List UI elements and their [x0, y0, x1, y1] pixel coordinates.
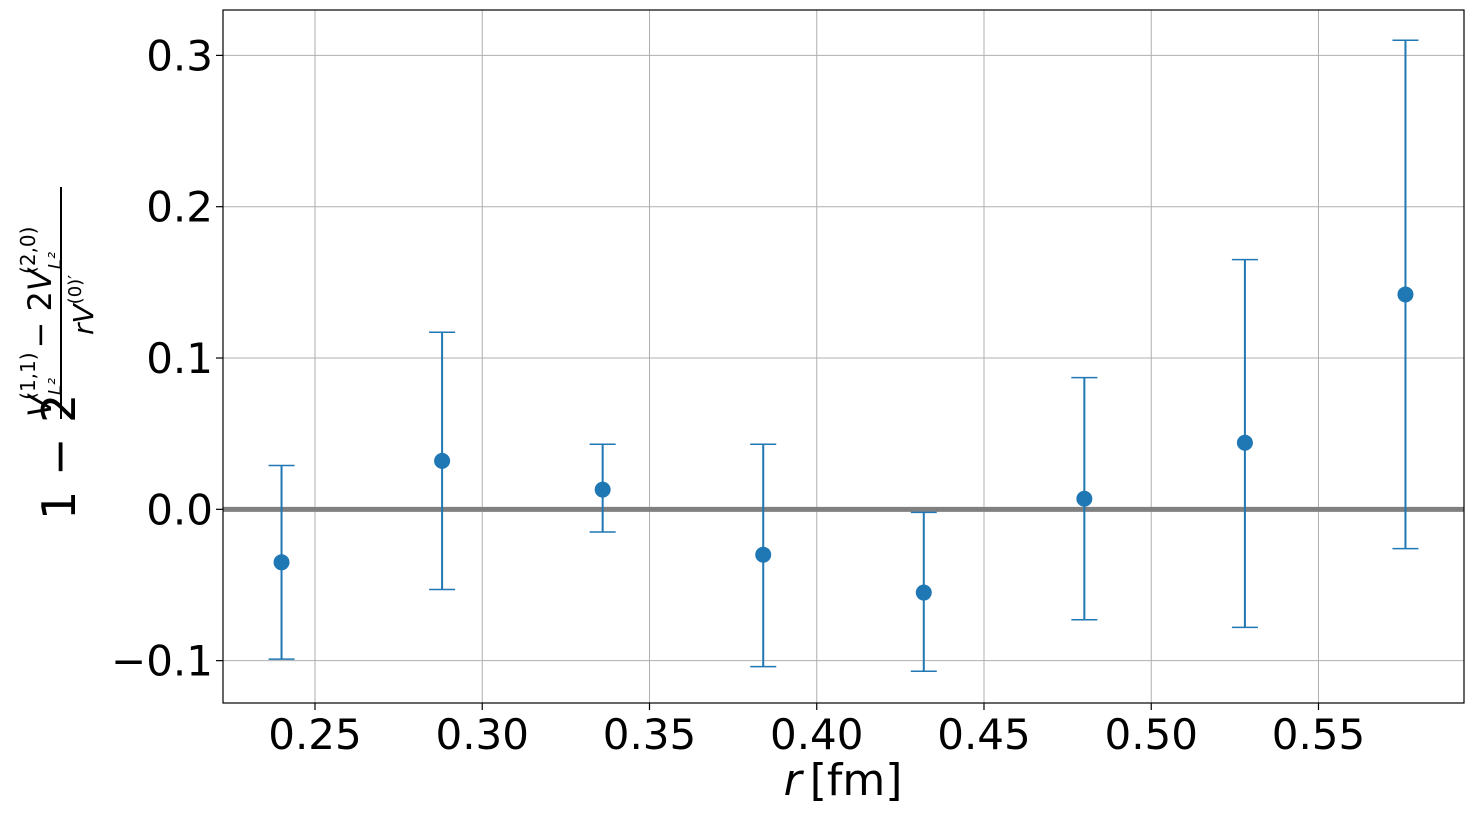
- x-tick-label: 0.40: [770, 710, 864, 759]
- tick-layer: 0.25 0.30 0.35 0.40 0.45 0.50 0.55 −0.1 0.0 0.1 0.…: [111, 31, 1365, 759]
- data-point: [755, 546, 772, 563]
- y-label-denominator: rV(0)′: [65, 275, 100, 335]
- y-tick-label: −0.1: [111, 637, 213, 686]
- data-layer: [268, 39, 1419, 672]
- x-tick-label: 0.55: [1272, 710, 1366, 759]
- x-tick-label: 0.45: [937, 710, 1031, 759]
- data-point: [915, 584, 932, 601]
- data-point: [594, 481, 611, 498]
- y-axis-label: 1 − 2 VL²(1,1)− 2VL²(2,0) rV(0)′: [16, 187, 100, 520]
- x-axis-label: r [fm]: [784, 755, 903, 806]
- x-tick-label: 0.25: [268, 710, 362, 759]
- y-label-numerator: VL²(1,1)− 2VL²(2,0): [16, 227, 66, 417]
- y-tick-label: 0.3: [146, 31, 213, 80]
- plot-frame: [222, 9, 1465, 704]
- x-tick-label: 0.30: [435, 710, 529, 759]
- y-tick-label: 0.2: [146, 183, 213, 232]
- data-point: [1076, 490, 1093, 507]
- y-label-prefix: 1 − 2: [32, 394, 86, 520]
- y-tick-label: 0.1: [146, 334, 213, 383]
- data-point: [1397, 286, 1414, 303]
- data-point: [273, 554, 290, 571]
- data-point: [434, 452, 451, 469]
- x-tick-label: 0.35: [603, 710, 697, 759]
- grid: [223, 10, 1464, 703]
- y-tick-label: 0.0: [146, 485, 213, 534]
- data-point: [1236, 434, 1253, 451]
- x-tick-label: 0.50: [1104, 710, 1198, 759]
